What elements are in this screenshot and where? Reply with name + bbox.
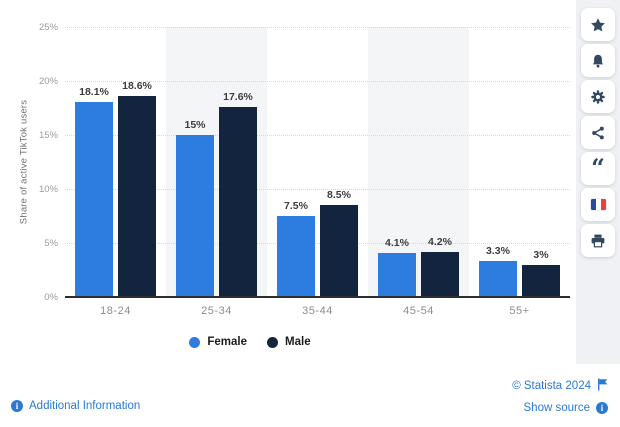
bar-male-25-34[interactable] [219,106,257,297]
x-axis-label: 35-44 [302,305,333,317]
show-source-link[interactable]: Show source i [524,402,608,414]
info-icon: i [11,400,23,412]
bar-value-label: 15% [184,119,206,131]
printer-icon [590,233,606,249]
bar-value-label: 18.6% [122,80,152,93]
legend-item-male[interactable]: Male [267,336,311,348]
y-axis-tick: 10% [38,184,58,195]
bell-icon [590,53,606,69]
gridline [65,243,570,244]
bar-male-45-54[interactable] [421,251,459,297]
legend-label-female: Female [207,336,248,348]
show-source-label: Show source [523,402,590,414]
bar-value-label: 7.5% [284,200,308,212]
bar-value-label: 3% [533,248,549,261]
quote-icon: “ [591,152,605,182]
additional-information-link[interactable]: i Additional Information [11,400,140,412]
bar-male-55+[interactable] [522,264,560,297]
gridline [65,81,570,82]
legend: Female Male [0,336,500,348]
bar-value-label: 4.2% [428,235,452,248]
language-button[interactable] [581,188,615,221]
bar-value-label: 8.5% [327,189,351,202]
bar-male-35-44[interactable] [320,205,358,297]
action-sidebar: “ [576,0,620,364]
cite-button[interactable]: “ [581,152,615,185]
star-icon [590,17,606,33]
gridline [65,27,570,28]
y-axis-tick: 25% [38,22,58,33]
bar-female-45-54[interactable] [378,252,416,297]
share-button[interactable] [581,116,615,149]
x-axis-label: 45-54 [403,305,434,317]
copyright-label: © Statista 2024 [512,380,591,392]
male-color-swatch [267,336,279,348]
source-info-icon: i [596,402,608,414]
x-axis-label: 55+ [509,305,530,317]
female-color-swatch [189,336,201,348]
bar-female-55+[interactable] [479,261,517,297]
gridline [65,189,570,190]
flag-icon [597,378,608,394]
settings-button[interactable] [581,80,615,113]
y-axis-tick: 20% [38,76,58,87]
y-axis-tick: 0% [44,292,58,303]
bar-value-label: 18.1% [79,85,109,98]
notifications-button[interactable] [581,44,615,77]
bar-value-label: 3.3% [486,245,510,258]
bar-value-label: 4.1% [385,236,409,249]
bar-value-label: 17.6% [223,90,253,103]
bar-male-18-24[interactable] [118,96,156,297]
gear-icon [590,89,606,105]
bar-female-35-44[interactable] [277,216,315,297]
y-axis-tick: 15% [38,130,58,141]
x-axis-label: 25-34 [201,305,232,317]
bar-female-25-34[interactable] [176,135,214,297]
x-axis-line [65,296,570,298]
legend-label-male: Male [285,336,311,348]
y-axis-tick: 5% [44,238,58,249]
print-button[interactable] [581,224,615,257]
additional-information-label: Additional Information [29,400,141,412]
x-axis-label: 18-24 [100,305,131,317]
share-icon [590,125,606,141]
statista-copyright-link[interactable]: © Statista 2024 [512,378,608,394]
bar-female-18-24[interactable] [75,101,113,297]
gridline [65,135,570,136]
legend-item-female[interactable]: Female [189,336,247,348]
french-flag-icon [590,199,606,210]
favorite-button[interactable] [581,8,615,41]
